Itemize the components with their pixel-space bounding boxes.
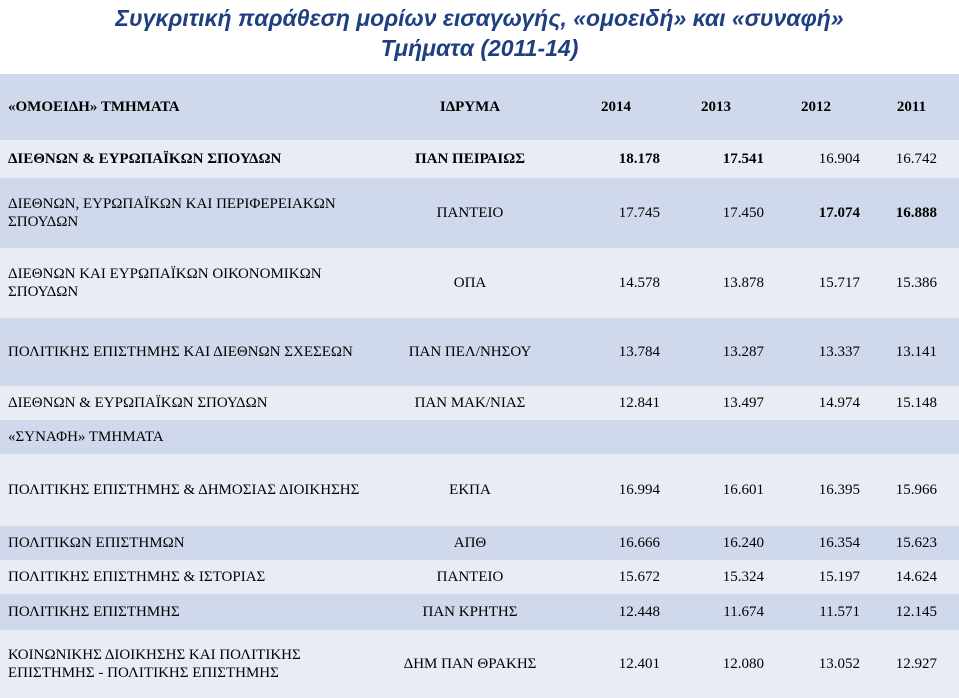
cell-2011: 16.888: [895, 204, 937, 221]
cell-2011: 14.624: [895, 568, 937, 585]
cell-institution: ΠΑΝΤΕΙΟ: [436, 204, 504, 221]
cell-2012: 13.337: [818, 343, 860, 360]
cell-2013: 12.080: [722, 655, 764, 672]
table-row: ΠΟΛΙΤΙΚΗΣ ΕΠΙΣΤΗΜΗΣ ΠΑΝ ΚΡΗΤΗΣ 12.448 11…: [0, 594, 959, 630]
table-header-row: «ΟΜΟΕΙΔΗ» ΤΜΗΜΑΤΑ ΙΔΡΥΜΑ 2014 2013 2012 …: [0, 74, 959, 140]
cell-2011: 12.145: [895, 603, 937, 620]
table-row: ΔΙΕΘΝΩΝ & ΕΥΡΩΠΑΪΚΩΝ ΣΠΟΥΔΩΝ ΠΑΝ ΠΕΙΡΑΙΩ…: [0, 140, 959, 178]
section-label: «ΣΥΝΑΦΗ» ΤΜΗΜΑΤΑ: [8, 428, 164, 445]
cell-2013: 13.878: [722, 274, 764, 291]
section-header-row: «ΣΥΝΑΦΗ» ΤΜΗΜΑΤΑ: [0, 420, 959, 454]
cell-institution: ΔΗΜ ΠΑΝ ΘΡΑΚΗΣ: [403, 655, 537, 672]
cell-2013: 13.287: [722, 343, 764, 360]
header-2013: 2013: [701, 98, 731, 115]
cell-2012: 13.052: [818, 655, 860, 672]
header-institution: ΙΔΡΥΜΑ: [439, 98, 501, 115]
cell-2011: 16.742: [895, 150, 937, 167]
header-2014: 2014: [601, 98, 631, 115]
cell-2013: 13.497: [722, 394, 764, 411]
cell-institution: ΟΠΑ: [453, 274, 487, 291]
cell-institution: ΠΑΝ ΠΕΙΡΑΙΩΣ: [414, 150, 526, 167]
cell-department: ΔΙΕΘΝΩΝ ΚΑΙ ΕΥΡΩΠΑΪΚΩΝ ΟΙΚΟΝΟΜΙΚΩΝ ΣΠΟΥΔ…: [8, 266, 322, 300]
table-row: ΠΟΛΙΤΙΚΗΣ ΕΠΙΣΤΗΜΗΣ ΚΑΙ ΔΙΕΘΝΩΝ ΣΧΕΣΕΩΝ …: [0, 318, 959, 386]
cell-department: ΠΟΛΙΤΙΚΗΣ ΕΠΙΣΤΗΜΗΣ & ΙΣΤΟΡΙΑΣ: [8, 568, 266, 585]
cell-department: ΠΟΛΙΤΙΚΗΣ ΕΠΙΣΤΗΜΗΣ & ΔΗΜΟΣΙΑΣ ΔΙΟΙΚΗΣΗΣ: [8, 482, 360, 498]
table-row: ΔΙΕΘΝΩΝ & ΕΥΡΩΠΑΪΚΩΝ ΣΠΟΥΔΩΝ ΠΑΝ ΜΑΚ/ΝΙΑ…: [0, 386, 959, 420]
title-line-2: Τμήματα (2011-14): [380, 35, 579, 61]
cell-2012: 16.904: [818, 150, 860, 167]
cell-institution: ΠΑΝ ΚΡΗΤΗΣ: [422, 603, 518, 620]
cell-2014: 14.578: [618, 274, 660, 291]
cell-institution: ΠΑΝ ΠΕΛ/ΝΗΣΟΥ: [408, 343, 532, 360]
table-row: ΠΟΛΙΤΙΚΩΝ ΕΠΙΣΤΗΜΩΝ ΑΠΘ 16.666 16.240 16…: [0, 526, 959, 560]
table-row: ΠΟΛΙΤΙΚΗΣ ΕΠΙΣΤΗΜΗΣ & ΔΗΜΟΣΙΑΣ ΔΙΟΙΚΗΣΗΣ…: [0, 454, 959, 526]
page-title: Συγκριτική παράθεση μορίων εισαγωγής, «ο…: [0, 0, 959, 70]
cell-2014: 13.784: [618, 343, 660, 360]
cell-2013: 16.240: [722, 534, 764, 551]
cell-2012: 11.571: [819, 603, 860, 620]
cell-2014: 12.401: [618, 655, 660, 672]
comparison-table: «ΟΜΟΕΙΔΗ» ΤΜΗΜΑΤΑ ΙΔΡΥΜΑ 2014 2013 2012 …: [0, 74, 959, 698]
cell-institution: ΕΚΠΑ: [449, 481, 491, 498]
cell-institution: ΠΑΝ ΜΑΚ/ΝΙΑΣ: [414, 394, 526, 411]
cell-department: ΔΙΕΘΝΩΝ, ΕΥΡΩΠΑΪΚΩΝ ΚΑΙ ΠΕΡΙΦΕΡΕΙΑΚΩΝ ΣΠ…: [8, 196, 336, 230]
cell-institution: ΠΑΝΤΕΙΟ: [436, 568, 504, 585]
cell-department: ΔΙΕΘΝΩΝ & ΕΥΡΩΠΑΪΚΩΝ ΣΠΟΥΔΩΝ: [8, 394, 268, 411]
cell-2013: 15.324: [722, 568, 764, 585]
cell-2013: 17.541: [722, 150, 764, 167]
cell-2011: 13.141: [895, 343, 937, 360]
cell-2013: 17.450: [722, 204, 764, 221]
cell-2014: 17.745: [618, 204, 660, 221]
cell-department: ΠΟΛΙΤΙΚΩΝ ΕΠΙΣΤΗΜΩΝ: [8, 534, 185, 551]
cell-2012: 16.354: [818, 534, 860, 551]
cell-2012: 15.197: [818, 568, 860, 585]
table-row: ΔΙΕΘΝΩΝ, ΕΥΡΩΠΑΪΚΩΝ ΚΑΙ ΠΕΡΙΦΕΡΕΙΑΚΩΝ ΣΠ…: [0, 178, 959, 248]
cell-2011: 15.966: [895, 481, 937, 498]
header-2011: 2011: [896, 98, 927, 115]
cell-2014: 15.672: [618, 568, 660, 585]
cell-2012: 16.395: [818, 481, 860, 498]
header-department: «ΟΜΟΕΙΔΗ» ΤΜΗΜΑΤΑ: [8, 98, 180, 115]
cell-2012: 14.974: [818, 394, 860, 411]
cell-institution: ΑΠΘ: [453, 534, 487, 551]
table-row: ΠΟΛΙΤΙΚΗΣ ΕΠΙΣΤΗΜΗΣ & ΙΣΤΟΡΙΑΣ ΠΑΝΤΕΙΟ 1…: [0, 560, 959, 594]
cell-2014: 16.666: [618, 534, 660, 551]
cell-department: ΠΟΛΙΤΙΚΗΣ ΕΠΙΣΤΗΜΗΣ: [8, 603, 180, 620]
cell-2012: 15.717: [818, 274, 860, 291]
cell-department: ΚΟΙΝΩΝΙΚΗΣ ΔΙΟΙΚΗΣΗΣ ΚΑΙ ΠΟΛΙΤΙΚΗΣ ΕΠΙΣΤ…: [8, 647, 301, 681]
cell-2011: 12.927: [895, 655, 937, 672]
cell-2014: 12.841: [618, 394, 660, 411]
cell-2014: 12.448: [618, 603, 660, 620]
cell-department: ΠΟΛΙΤΙΚΗΣ ΕΠΙΣΤΗΜΗΣ ΚΑΙ ΔΙΕΘΝΩΝ ΣΧΕΣΕΩΝ: [8, 344, 353, 360]
cell-2012: 17.074: [818, 204, 860, 221]
cell-2014: 18.178: [618, 150, 660, 167]
cell-2011: 15.386: [895, 274, 937, 291]
title-line-1: Συγκριτική παράθεση μορίων εισαγωγής, «ο…: [115, 5, 844, 31]
cell-2014: 16.994: [618, 481, 660, 498]
cell-2013: 16.601: [722, 481, 764, 498]
table-row: ΚΟΙΝΩΝΙΚΗΣ ΔΙΟΙΚΗΣΗΣ ΚΑΙ ΠΟΛΙΤΙΚΗΣ ΕΠΙΣΤ…: [0, 630, 959, 698]
cell-department: ΔΙΕΘΝΩΝ & ΕΥΡΩΠΑΪΚΩΝ ΣΠΟΥΔΩΝ: [8, 150, 282, 167]
cell-2011: 15.623: [895, 534, 937, 551]
cell-2011: 15.148: [895, 394, 937, 411]
table-row: ΔΙΕΘΝΩΝ ΚΑΙ ΕΥΡΩΠΑΪΚΩΝ ΟΙΚΟΝΟΜΙΚΩΝ ΣΠΟΥΔ…: [0, 248, 959, 318]
header-2012: 2012: [801, 98, 831, 115]
cell-2013: 11.674: [723, 603, 764, 620]
